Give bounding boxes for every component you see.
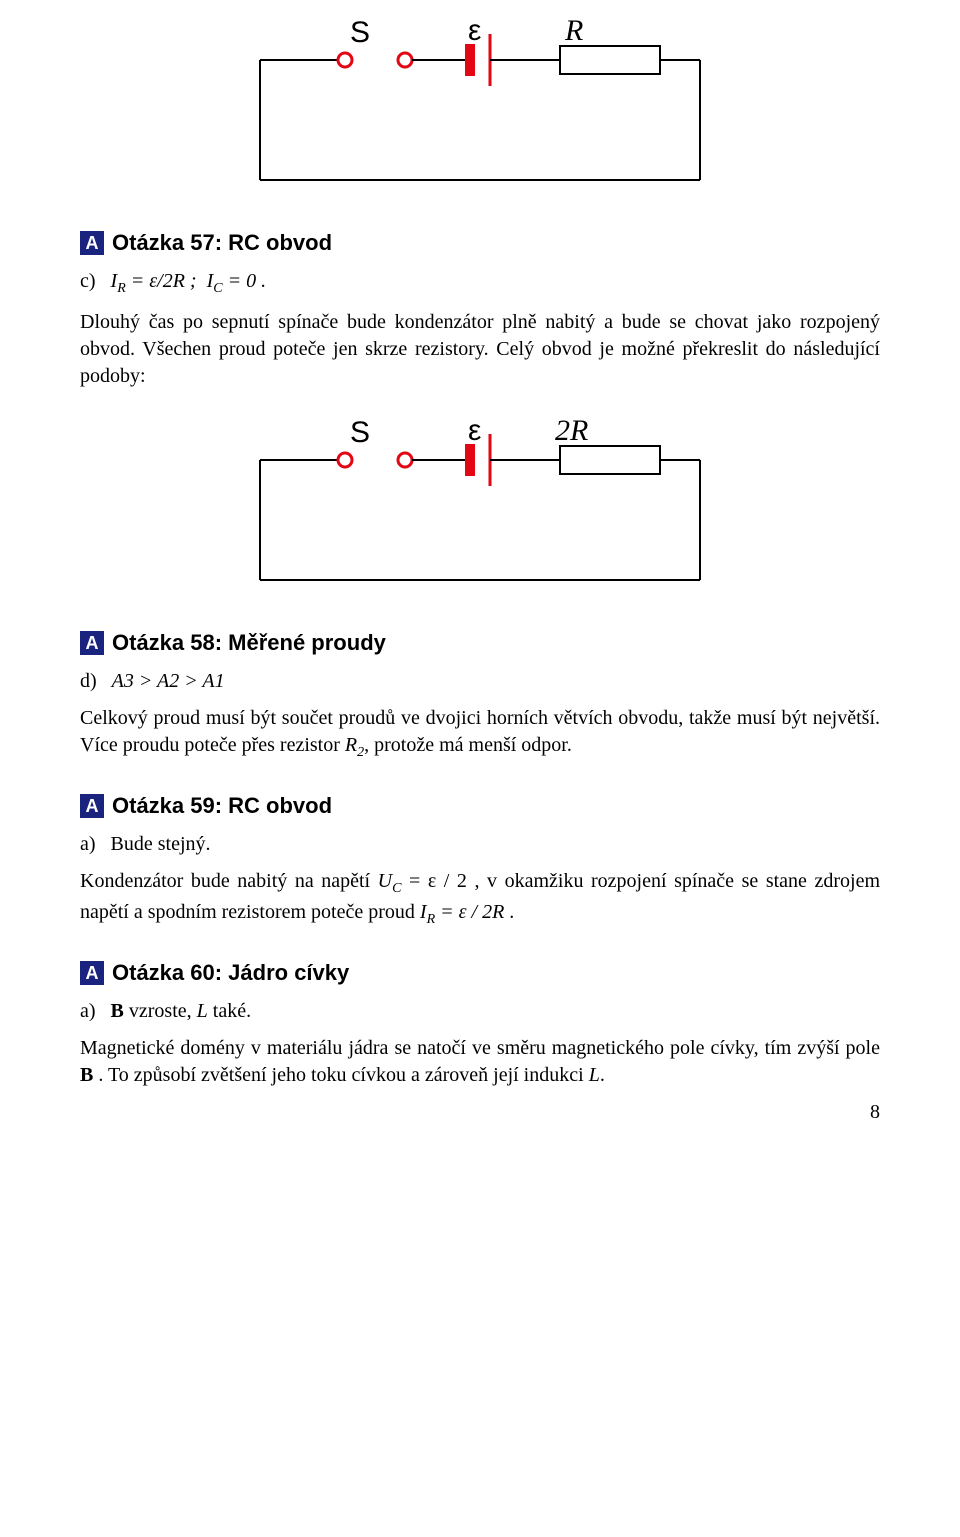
label-R-1: R — [564, 14, 583, 47]
B-symbol-q60: B — [80, 1064, 93, 1086]
answer-B-q60: B — [111, 1000, 124, 1022]
answer-q60-d: také. — [208, 1000, 251, 1022]
answer-q59: a) Bude stejný. — [80, 833, 880, 856]
para-q58-b: , protože má menší odpor. — [364, 734, 572, 756]
heading-q59: A Otázka 59: RC obvod — [80, 793, 880, 819]
heading-q60: A Otázka 60: Jádro cívky — [80, 960, 880, 986]
answer-L-q60: L — [197, 1000, 208, 1022]
eq1-q59: = ε / 2 — [401, 870, 474, 892]
answer-label-q60: a) — [80, 1000, 96, 1022]
para-q60: Magnetické domény v materiálu jádra se n… — [80, 1035, 880, 1089]
para-q59: Kondenzátor bude nabitý na napětí UC = ε… — [80, 868, 880, 930]
title-q59: Otázka 59: RC obvod — [112, 793, 332, 819]
badge-q57: A — [80, 231, 104, 255]
para-q57: Dlouhý čas po sepnutí spínače bude konde… — [80, 309, 880, 390]
L-symbol-q60: L — [589, 1064, 600, 1086]
label-eps-1: ε — [468, 14, 481, 47]
label-eps-2: ε — [468, 414, 481, 447]
title-q57: Otázka 57: RC obvod — [112, 230, 332, 256]
answer-q60-b: vzroste, — [124, 1000, 197, 1022]
answer-q58: d) A3 > A2 > A1 — [80, 670, 880, 693]
circuit-svg-1: S ε R — [190, 0, 770, 200]
badge-q60: A — [80, 961, 104, 985]
answer-q57: c) IR = ε/2R ; IC = 0 . — [80, 270, 880, 297]
heading-q58: A Otázka 58: Měřené proudy — [80, 630, 880, 656]
title-q60: Otázka 60: Jádro cívky — [112, 960, 349, 986]
para-q58: Celkový proud musí být součet proudů ve … — [80, 705, 880, 763]
para-q60-b: . To způsobí zvětšení jeho toku cívkou a… — [93, 1064, 588, 1086]
label-S-1: S — [350, 16, 370, 49]
page: S ε R A Otázka 57: RC obvod c) IR = ε/2R… — [0, 0, 960, 1139]
badge-q59: A — [80, 794, 104, 818]
answer-label-q58: d) — [80, 670, 97, 692]
label-2R-2: 2R — [555, 414, 588, 447]
eq2-q59: = ε / 2R — [435, 901, 504, 923]
para-q59-a: Kondenzátor bude nabitý na napětí — [80, 870, 378, 892]
answer-label-q57: c) — [80, 270, 96, 292]
circuit-svg-2: S ε 2R — [190, 400, 770, 600]
IR-symbol: IR — [420, 901, 435, 923]
label-S-2: S — [350, 416, 370, 449]
R2-symbol: R2 — [345, 734, 364, 756]
badge-q58: A — [80, 631, 104, 655]
UC-symbol: UC — [378, 870, 402, 892]
answer-label-q59: a) — [80, 833, 96, 855]
para-q60-a: Magnetické domény v materiálu jádra se n… — [80, 1037, 880, 1059]
answer-text-q59: Bude stejný. — [111, 833, 211, 855]
answer-math-q58: A3 > A2 > A1 — [112, 670, 225, 692]
title-q58: Otázka 58: Měřené proudy — [112, 630, 386, 656]
heading-q57: A Otázka 57: RC obvod — [80, 230, 880, 256]
para-q60-c: . — [600, 1064, 605, 1086]
page-number: 8 — [870, 1101, 880, 1124]
circuit-diagram-1: S ε R — [190, 0, 770, 200]
answer-q60: a) B vzroste, L také. — [80, 1000, 880, 1023]
circuit-diagram-2: S ε 2R — [190, 400, 770, 600]
answer-math-q57: IR = ε/2R ; IC = 0 . — [111, 270, 267, 292]
